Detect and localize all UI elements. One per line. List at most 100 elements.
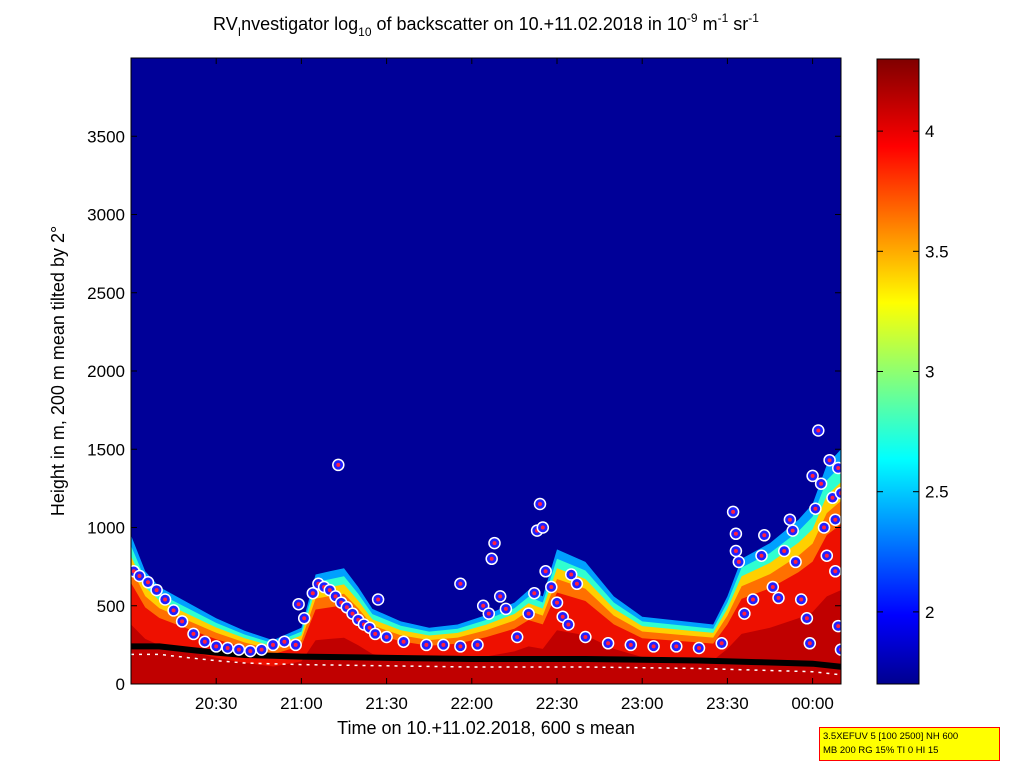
cloud-layer-marker-center <box>813 506 818 511</box>
cloud-layer-marker-center <box>807 641 812 646</box>
cloud-layer-marker-center <box>503 606 508 611</box>
cloud-layer-marker-center <box>293 642 298 647</box>
y-tick-label: 500 <box>97 597 125 616</box>
cloud-layer-marker-center <box>163 597 168 602</box>
cloud-layer-marker-center <box>333 594 338 599</box>
cloud-layer-marker-center <box>526 611 531 616</box>
x-tick-label: 23:00 <box>621 694 664 713</box>
cloud-layer-marker-center <box>549 585 554 589</box>
cloud-layer-marker-center <box>180 619 185 624</box>
cloud-layer-marker-center <box>555 600 559 605</box>
clear-air-background <box>131 58 841 684</box>
title-sup1: -9 <box>687 11 698 25</box>
cloud-layer-marker-center <box>719 641 724 646</box>
cloud-layer-marker-center <box>282 639 287 644</box>
cloud-layer-marker-center <box>532 591 537 596</box>
cloud-layer-marker-center <box>515 635 520 639</box>
title-sub: 10 <box>358 25 372 39</box>
cloud-layer-marker-center <box>441 642 446 647</box>
y-tick-label: 3000 <box>87 206 125 225</box>
cloud-layer-marker-center <box>475 642 480 647</box>
y-tick-label: 0 <box>116 675 125 694</box>
cloud-layer-marker-center <box>376 597 381 602</box>
y-tick-label: 2000 <box>87 362 125 381</box>
settings-annotation-box: 3.5XEFUV 5 [100 2500] NH 600 MB 200 RG 1… <box>819 727 1000 761</box>
cloud-layer-marker-center <box>731 509 736 514</box>
cloud-layer-marker-center <box>302 616 307 621</box>
cloud-layer-marker-center <box>540 525 545 530</box>
title-text2: of backscatter on 10.+11.02.2018 in 10 <box>372 14 687 34</box>
cloud-layer-marker-center <box>344 605 349 610</box>
y-tick-label: 1000 <box>87 519 125 538</box>
cloud-layer-marker-center <box>776 595 781 600</box>
cloud-layer-marker-center <box>782 549 787 553</box>
cloud-layer-marker-center <box>810 473 815 478</box>
cloud-layer-marker-center <box>606 641 611 646</box>
x-tick-label: 21:00 <box>280 694 323 713</box>
title-sup3: -1 <box>748 11 759 25</box>
cloud-layer-marker-center <box>492 541 497 546</box>
cloud-layer-marker-center <box>481 603 486 608</box>
cloud-layer-marker-center <box>271 642 275 647</box>
cloud-layer-marker-center <box>836 466 841 470</box>
colorbar-tick-label: 4 <box>925 122 934 141</box>
cloud-layer-marker-center <box>804 616 809 621</box>
cloud-layer-marker-center <box>236 647 241 652</box>
cloud-layer-marker-center <box>171 608 176 613</box>
colorbar <box>876 58 920 685</box>
x-tick-label: 22:30 <box>536 694 579 713</box>
cloud-layer-marker-center <box>733 531 738 536</box>
y-tick-label: 2500 <box>87 284 125 303</box>
cloud-layer-marker-center <box>833 569 838 574</box>
cloud-layer-marker-center <box>790 528 795 533</box>
colorbar-tick-label: 3.5 <box>925 242 949 261</box>
y-axis-label: Height in m, 200 m mean tilted by 2° <box>48 226 68 516</box>
cloud-layer-marker-center <box>824 553 829 558</box>
x-tick-label: 23:30 <box>706 694 749 713</box>
title-prefix-sub: I <box>238 25 241 39</box>
title-text1: nvestigator log <box>241 14 358 34</box>
colorbar-tick-label: 2.5 <box>925 483 949 502</box>
cloud-layer-marker-center <box>350 611 355 616</box>
cloud-layer-marker-center <box>137 574 142 578</box>
chart-title: RVInvestigator log10 of backscatter on 1… <box>213 11 759 39</box>
cloud-layer-marker-center <box>566 622 571 627</box>
boundary-layer-line <box>131 643 841 670</box>
colorbar-tick-label: 2 <box>925 603 934 622</box>
cloud-layer-marker-center <box>225 646 230 650</box>
cloud-layer-marker <box>834 486 841 500</box>
cloud-layer-marker-center <box>489 556 494 561</box>
cloud-layer-marker-center <box>770 585 775 589</box>
cloud-layer-marker-center <box>762 533 767 538</box>
cloud-layer-marker-center <box>401 639 406 644</box>
cloud-layer-marker-center <box>759 553 764 558</box>
boundary-layer-white-trace <box>131 653 841 676</box>
cloud-layer-marker-center <box>822 525 826 530</box>
cloud-layer-marker-center <box>259 647 264 652</box>
cloud-layer-marker-center <box>498 594 503 599</box>
cloud-layer-marker-center <box>697 646 701 650</box>
cloud-layer-marker-center <box>327 588 332 593</box>
cloud-layer-marker-center <box>651 644 656 649</box>
cloud-layer-marker <box>834 643 841 656</box>
cloud-layer-marker-center <box>486 611 491 616</box>
cloud-layer-marker-center <box>248 649 253 654</box>
cloud-layer-marker-center <box>367 625 372 630</box>
cloud-layer-marker-center <box>458 581 463 586</box>
aerosol-layer-red <box>131 524 841 684</box>
cloud-layer-marker-center <box>583 635 588 639</box>
cloud-layer-marker-center <box>424 642 429 647</box>
cloud-layer-marker-center <box>373 631 378 636</box>
cloud-layer-marker-center <box>799 597 804 602</box>
x-tick-label: 21:30 <box>365 694 408 713</box>
cloud-layer-marker-center <box>751 597 755 602</box>
cloud-layer-marker-center <box>336 462 341 467</box>
cloud-layer-marker-center <box>214 644 219 649</box>
cloud-layer-marker-center <box>146 580 150 585</box>
cloud-layer-marker-center <box>202 639 207 644</box>
cloud-layer-marker-center <box>736 559 741 564</box>
cloud-layer-marker-center <box>543 569 548 574</box>
y-tick-label: 3500 <box>87 127 125 146</box>
cloud-layer-marker-center <box>560 614 565 619</box>
